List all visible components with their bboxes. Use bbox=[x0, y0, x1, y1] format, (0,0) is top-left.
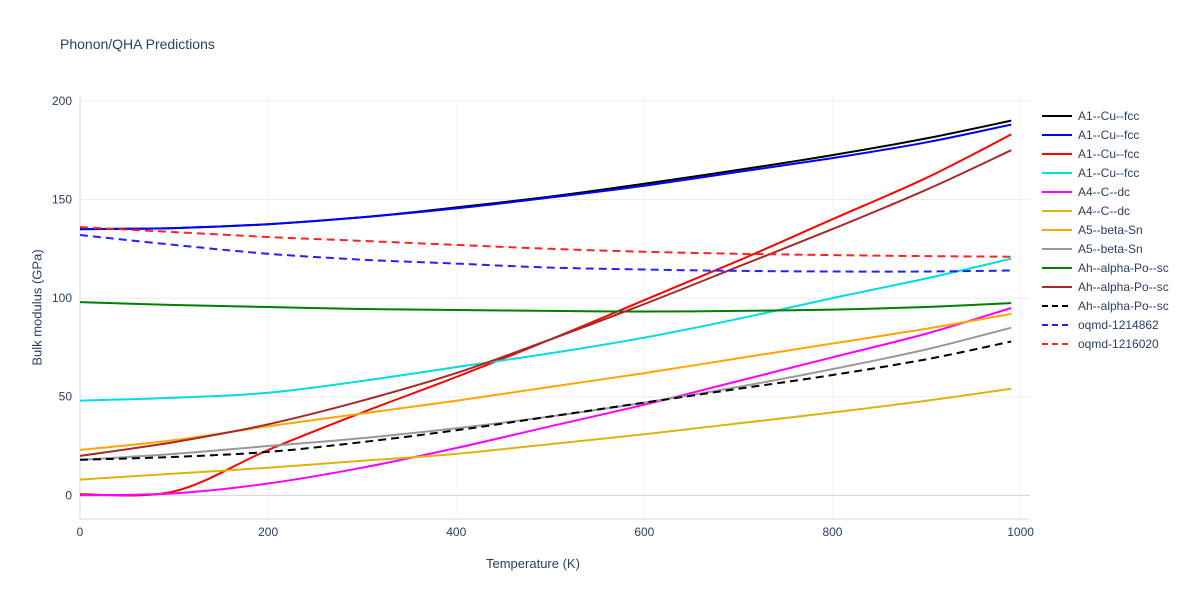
y-tick-label: 100 bbox=[52, 291, 72, 305]
legend-label: A5--beta-Sn bbox=[1078, 222, 1143, 237]
series-line-4 bbox=[79, 307, 1012, 497]
legend-item-2[interactable]: A1--Cu--fcc bbox=[1042, 144, 1169, 163]
x-tick-label: 600 bbox=[634, 525, 654, 539]
legend-line-swatch bbox=[1042, 152, 1072, 155]
y-axis-title: Bulk modulus (GPa) bbox=[29, 249, 45, 366]
series-line-6 bbox=[79, 312, 1012, 451]
legend-item-6[interactable]: A5--beta-Sn bbox=[1042, 220, 1169, 239]
series-line-5 bbox=[79, 387, 1012, 481]
series-line-9 bbox=[79, 149, 1012, 457]
legend-line-swatch bbox=[1042, 171, 1072, 174]
series-line-8 bbox=[79, 301, 1012, 313]
legend-line-swatch bbox=[1042, 285, 1072, 288]
series-line-1 bbox=[79, 123, 1012, 231]
series-line-2 bbox=[79, 133, 1012, 497]
legend-item-8[interactable]: Ah--alpha-Po--sc bbox=[1042, 258, 1169, 277]
legend-item-0[interactable]: A1--Cu--fcc bbox=[1042, 106, 1169, 125]
x-tick-label: 1000 bbox=[1007, 525, 1034, 539]
legend-item-12[interactable]: oqmd-1216020 bbox=[1042, 334, 1169, 353]
series-line-12 bbox=[79, 226, 1012, 258]
legend-line-swatch bbox=[1042, 190, 1072, 193]
legend-label: A1--Cu--fcc bbox=[1078, 165, 1140, 180]
legend-label: A1--Cu--fcc bbox=[1078, 127, 1140, 142]
series-line-3 bbox=[79, 257, 1012, 402]
legend-label: oqmd-1216020 bbox=[1078, 336, 1159, 351]
legend-label: oqmd-1214862 bbox=[1078, 317, 1159, 332]
legend-item-3[interactable]: A1--Cu--fcc bbox=[1042, 163, 1169, 182]
legend-item-4[interactable]: A4--C--dc bbox=[1042, 182, 1169, 201]
chart-title: Phonon/QHA Predictions bbox=[60, 36, 215, 52]
legend-item-10[interactable]: Ah--alpha-Po--sc bbox=[1042, 296, 1169, 315]
x-tick-label: 0 bbox=[77, 525, 84, 539]
legend-label: Ah--alpha-Po--sc bbox=[1078, 298, 1169, 313]
legend-item-11[interactable]: oqmd-1214862 bbox=[1042, 315, 1169, 334]
legend-item-5[interactable]: A4--C--dc bbox=[1042, 201, 1169, 220]
legend-item-9[interactable]: Ah--alpha-Po--sc bbox=[1042, 277, 1169, 296]
legend-line-swatch bbox=[1042, 266, 1072, 269]
legend-line-swatch bbox=[1042, 114, 1072, 117]
legend-label: A1--Cu--fcc bbox=[1078, 146, 1140, 161]
legend-item-1[interactable]: A1--Cu--fcc bbox=[1042, 125, 1169, 144]
x-tick-label: 800 bbox=[822, 525, 842, 539]
y-tick-label: 150 bbox=[52, 193, 72, 207]
series-line-10 bbox=[79, 340, 1012, 461]
legend-label: Ah--alpha-Po--sc bbox=[1078, 260, 1169, 275]
legend-line-swatch bbox=[1042, 323, 1072, 326]
legend-label: A1--Cu--fcc bbox=[1078, 108, 1140, 123]
legend: A1--Cu--fcc A1--Cu--fcc A1--Cu--fcc A1--Cu-… bbox=[1042, 106, 1169, 353]
legend-label: A5--beta-Sn bbox=[1078, 241, 1143, 256]
legend-line-swatch bbox=[1042, 228, 1072, 231]
x-axis-title: Temperature (K) bbox=[486, 556, 580, 571]
legend-line-swatch bbox=[1042, 133, 1072, 136]
legend-label: Ah--alpha-Po--sc bbox=[1078, 279, 1169, 294]
x-tick-label: 200 bbox=[258, 525, 278, 539]
y-tick-label: 200 bbox=[52, 94, 72, 108]
legend-item-7[interactable]: A5--beta-Sn bbox=[1042, 239, 1169, 258]
legend-line-swatch bbox=[1042, 304, 1072, 307]
y-tick-label: 50 bbox=[59, 390, 73, 404]
legend-label: A4--C--dc bbox=[1078, 203, 1131, 218]
legend-line-swatch bbox=[1042, 342, 1072, 345]
series-line-11 bbox=[79, 234, 1012, 273]
legend-label: A4--C--dc bbox=[1078, 184, 1131, 199]
x-tick-label: 400 bbox=[446, 525, 466, 539]
y-tick-label: 0 bbox=[65, 488, 72, 502]
legend-line-swatch bbox=[1042, 209, 1072, 212]
legend-line-swatch bbox=[1042, 247, 1072, 250]
